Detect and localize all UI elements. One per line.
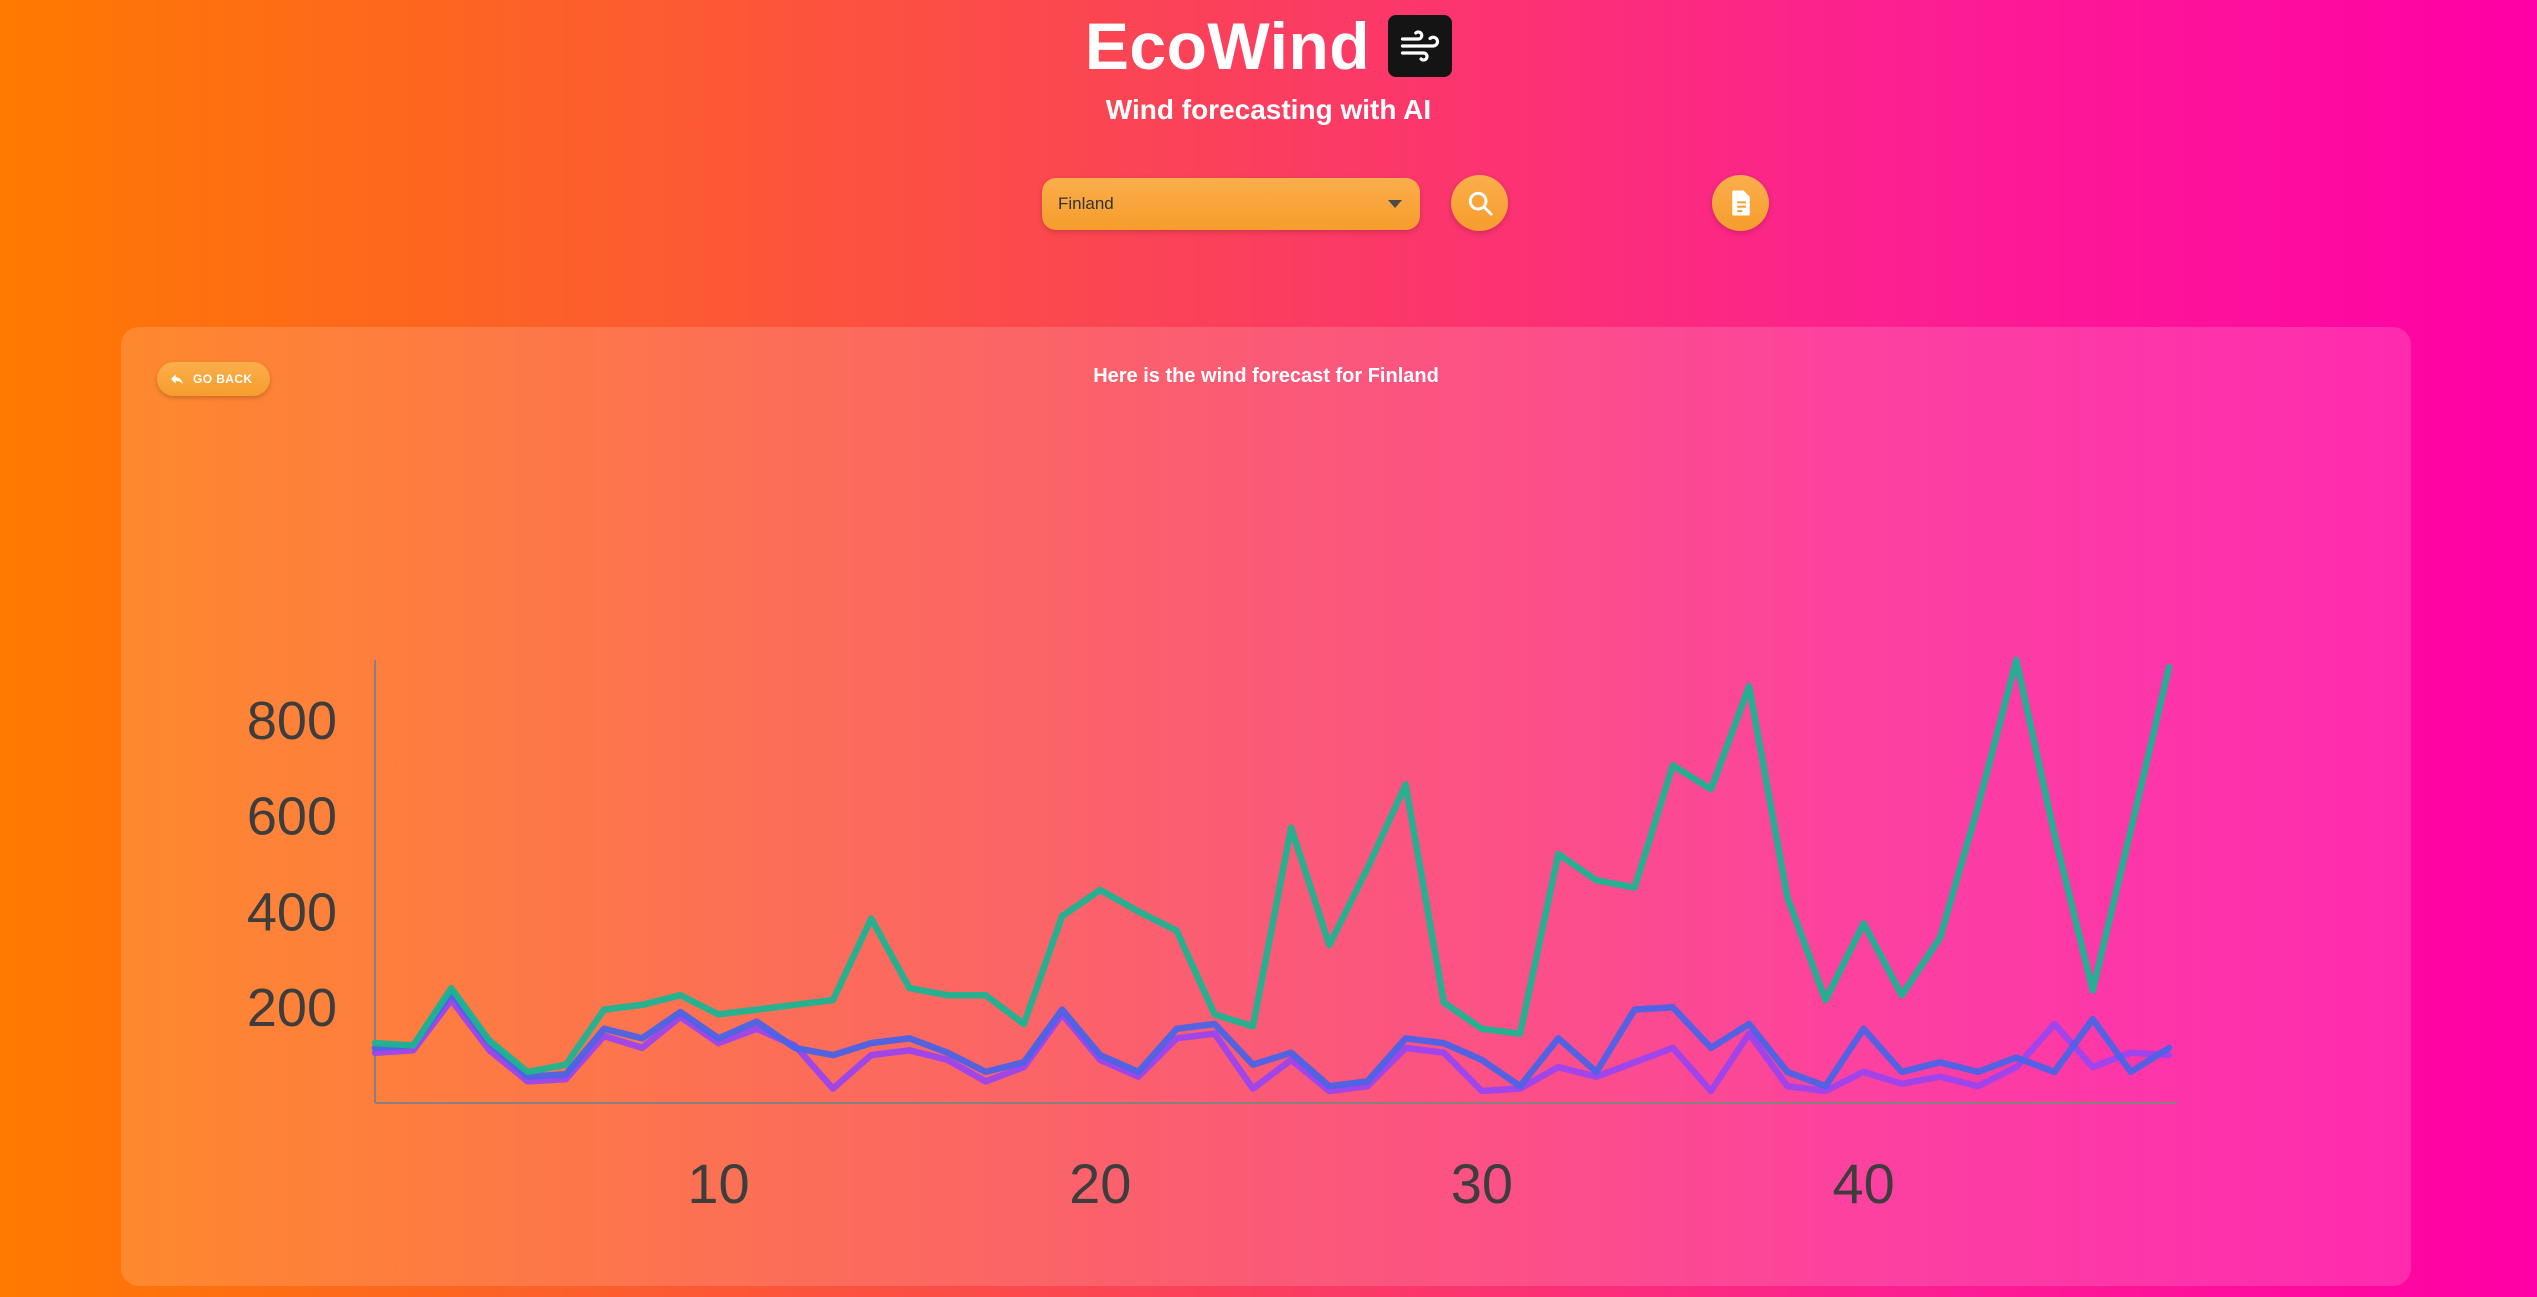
wind-forecast-chart: 200 400 600 800 10 20 30 40 [247, 656, 2177, 1215]
svg-text:10: 10 [687, 1152, 749, 1215]
document-icon [1731, 190, 1750, 216]
back-arrow-icon [171, 374, 183, 385]
svg-text:400: 400 [247, 882, 337, 942]
header: EcoWind Wind forecasting with AI [0, 0, 2537, 126]
report-button[interactable] [1712, 175, 1769, 231]
svg-text:200: 200 [247, 978, 337, 1038]
svg-text:40: 40 [1832, 1152, 1894, 1215]
forecast-caption: Here is the wind forecast for Finland [1093, 365, 1439, 387]
svg-text:30: 30 [1451, 1152, 1513, 1215]
wind-icon [1401, 30, 1440, 62]
title-row: EcoWind [0, 9, 2537, 83]
country-select-value: Finland [1058, 194, 1114, 213]
forecast-panel: GO BACK Here is the wind forecast for Fi… [121, 327, 2411, 1286]
app-subtitle: Wind forecasting with AI [1105, 94, 1432, 125]
app-title: EcoWind [1084, 9, 1371, 83]
search-button[interactable] [1451, 175, 1508, 231]
go-back-button[interactable]: GO BACK [157, 362, 271, 396]
svg-text:800: 800 [247, 691, 337, 751]
search-icon [1468, 191, 1493, 216]
svg-text:20: 20 [1069, 1152, 1131, 1215]
go-back-label: GO BACK [193, 372, 253, 386]
chevron-down-icon [1388, 200, 1402, 208]
wind-logo [1388, 15, 1453, 77]
country-select[interactable]: Finland [1042, 178, 1420, 230]
svg-text:600: 600 [247, 787, 337, 847]
